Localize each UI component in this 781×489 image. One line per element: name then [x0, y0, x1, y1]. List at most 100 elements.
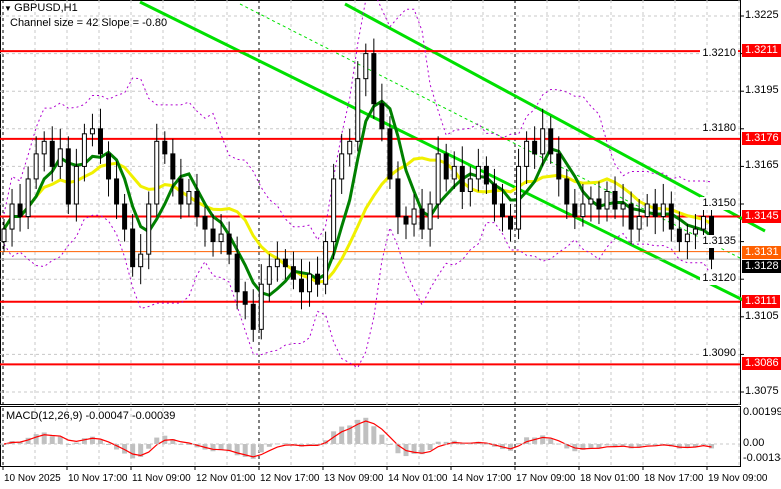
candle-body: [540, 128, 546, 155]
macd-histogram-bar: [564, 444, 570, 449]
macd-histogram-bar: [612, 444, 618, 447]
macd-histogram-bar: [73, 442, 79, 444]
candle-body: [371, 53, 377, 105]
candle-body: [572, 203, 578, 218]
macd-histogram-bar: [604, 444, 610, 446]
macd-tick-label: 0.00: [743, 437, 765, 449]
time-label-10: 18 Nov 17:00: [644, 473, 704, 484]
dropdown-triangle-icon: ▼: [4, 4, 15, 13]
macd-histogram-bar: [218, 444, 224, 451]
price-tick-label: 1.3135: [700, 234, 738, 248]
macd-histogram-bar: [49, 436, 55, 444]
candle-body: [315, 273, 321, 285]
candle-body: [122, 203, 128, 230]
candle-body: [242, 291, 248, 305]
candle-body: [49, 140, 55, 167]
price-tick-label: 1.3075: [745, 385, 779, 397]
candle-body: [612, 190, 618, 210]
candle-body: [258, 283, 264, 330]
macd-histogram-bar: [130, 444, 136, 459]
macd-histogram-bar: [427, 444, 433, 451]
candle-body: [427, 203, 433, 230]
candle-body: [660, 203, 666, 218]
macd-histogram-bar: [692, 444, 698, 447]
macd-histogram-bar: [676, 444, 682, 449]
macd-histogram-bar: [347, 425, 353, 444]
price-tick-label: 1.3090: [700, 347, 738, 361]
price-tick-label: 1.3165: [745, 159, 779, 172]
candle-body: [588, 198, 594, 205]
macd-histogram-bar: [114, 444, 120, 450]
macd-histogram-bar: [636, 444, 642, 448]
candle-body: [138, 253, 144, 268]
candle-body: [81, 133, 87, 167]
candle-body: [323, 241, 329, 285]
macd-histogram-bar: [282, 443, 288, 445]
macd-histogram-bar: [652, 444, 658, 446]
price-tick-label: 1.3225: [745, 9, 779, 21]
candle-body: [73, 165, 79, 205]
candle-body: [403, 216, 409, 225]
macd-histogram-bar: [548, 438, 554, 444]
time-label-1: 10 Nov 17:00: [68, 473, 128, 484]
price-tick-label: 1.3210: [700, 46, 738, 60]
macd-histogram-bar: [170, 439, 176, 444]
macd-histogram-bar: [17, 441, 23, 444]
time-label-8: 17 Nov 09:00: [516, 473, 576, 484]
candle-body: [282, 258, 288, 268]
time-label-3: 12 Nov 01:00: [196, 473, 256, 484]
level-price-label: 1.3211: [742, 44, 781, 58]
candle-body: [684, 233, 690, 243]
channel-middle-line: [239, 3, 741, 259]
macd-tick-label: 0.00199: [743, 406, 781, 418]
candle-body: [459, 165, 465, 192]
time-label-0: 10 Nov 2025: [4, 473, 61, 484]
candle-body: [524, 140, 530, 167]
candle-body: [395, 178, 401, 218]
candle-body: [97, 128, 103, 155]
macd-histogram-bar: [97, 440, 103, 444]
macd-histogram-bar: [307, 444, 313, 445]
candle-body: [178, 178, 184, 205]
candle-body: [266, 266, 272, 285]
time-label-11: 19 Nov 09:00: [708, 473, 768, 484]
macd-histogram-bar: [709, 444, 715, 449]
symbol-title[interactable]: ▼ GBPUSD,H1: [4, 2, 78, 15]
candle-body: [41, 140, 47, 155]
candle-body: [435, 153, 441, 205]
main-pane-border: [0, 0, 741, 405]
price-tick-label: 1.3180: [700, 121, 738, 135]
macd-histogram-bar: [41, 432, 47, 444]
candle-body: [443, 153, 449, 180]
symbol-label: GBPUSD,H1: [14, 2, 78, 14]
macd-histogram-bar: [1, 444, 7, 445]
time-label-4: 12 Nov 17:00: [260, 473, 320, 484]
bollinger-upper: [3, 0, 712, 242]
candle-body: [347, 140, 353, 155]
candle-body: [411, 208, 417, 225]
macd-histogram-bar: [363, 417, 369, 444]
candle-body: [620, 203, 626, 210]
candle-body: [65, 148, 71, 205]
candle-body: [564, 178, 570, 205]
candle-body: [668, 203, 674, 230]
candle-body: [298, 278, 304, 293]
candle-body: [596, 198, 602, 210]
candle-body: [548, 128, 554, 155]
candle-body: [9, 203, 15, 230]
macd-histogram-bar: [371, 426, 377, 444]
macd-histogram-bar: [620, 444, 626, 446]
candle-body: [331, 178, 337, 243]
macd-histogram-bar: [419, 444, 425, 455]
candle-body: [307, 273, 313, 293]
macd-histogram-bar: [411, 444, 417, 454]
candle-body: [644, 203, 650, 218]
macd-histogram-bar: [508, 444, 514, 451]
candle-body: [89, 128, 95, 135]
macd-histogram-bar: [226, 444, 232, 452]
macd-histogram-bar: [532, 437, 538, 444]
candle-body: [250, 303, 256, 330]
candle-body: [692, 228, 698, 235]
